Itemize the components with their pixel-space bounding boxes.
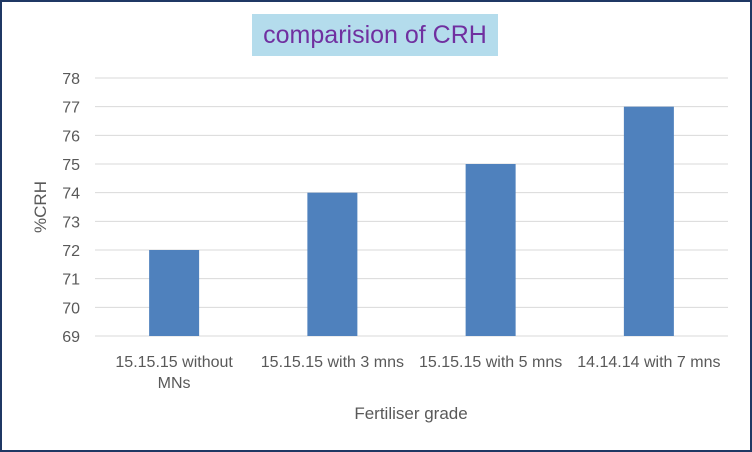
bar [623, 106, 674, 337]
bar [307, 192, 358, 336]
x-tick-label: 14.14.14 with 7 mns [577, 354, 720, 371]
x-tick-label: MNs [158, 375, 191, 392]
y-tick-label: 69 [62, 329, 80, 346]
bar [465, 164, 516, 336]
y-tick-label: 76 [62, 128, 80, 145]
chart-title-box: comparision of CRH [252, 14, 498, 56]
y-tick-label: 71 [62, 272, 80, 289]
x-tick-label: 15.15.15 with 5 mns [419, 354, 562, 371]
y-tick-label: 78 [62, 71, 80, 88]
x-axis-title: Fertiliser grade [354, 404, 467, 423]
x-tick-label: 15.15.15 with 3 mns [261, 354, 404, 371]
y-axis-title: %CRH [31, 181, 50, 233]
gridlines [95, 77, 728, 337]
y-tick-label: 72 [62, 243, 80, 260]
y-tick-label: 73 [62, 214, 80, 231]
x-tick-labels: 15.15.15 without MNs 15.15.15 with 3 mns 15… [115, 354, 720, 392]
y-tick-label: 75 [62, 157, 80, 174]
y-tick-labels: 69 70 71 72 73 74 75 76 77 78 [62, 71, 80, 346]
y-tick-label: 74 [62, 186, 80, 203]
chart-title: comparision of CRH [263, 20, 487, 49]
x-tick-label: 15.15.15 without [115, 354, 233, 371]
bars [149, 106, 674, 337]
y-tick-label: 77 [62, 100, 80, 117]
y-tick-label: 70 [62, 300, 80, 317]
bar [149, 250, 200, 336]
